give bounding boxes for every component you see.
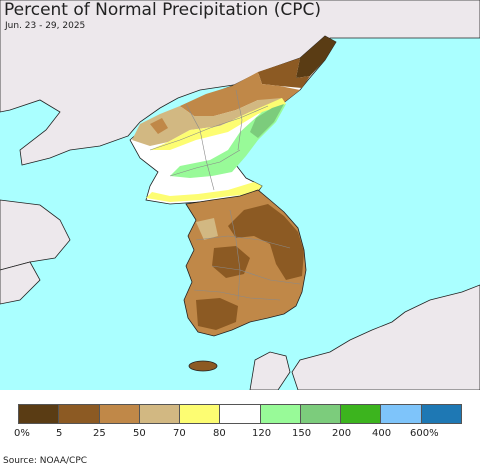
sk-light-patch	[196, 218, 218, 240]
date-range: Jun. 23 - 29, 2025	[5, 21, 86, 31]
east-darkgreen	[250, 104, 284, 138]
legend-swatch-25-50	[99, 405, 140, 423]
legend-swatch-0-5	[19, 405, 60, 423]
legend-labels: 0% 5 25 50 70 80 120 150 200 400 600%	[0, 428, 480, 442]
legend-swatch-200-400	[341, 405, 382, 423]
source-credit: Source: NOAA/CPC	[3, 456, 88, 466]
page-title: Percent of Normal Precipitation (CPC)	[4, 0, 321, 20]
legend-swatch-400-600	[381, 405, 422, 423]
japan-land	[291, 284, 480, 390]
jeju-island	[188, 360, 218, 372]
legend-label: 0%	[14, 428, 30, 439]
north-tan	[180, 72, 300, 116]
sk-east-brown	[228, 204, 304, 280]
north-beige	[132, 98, 282, 146]
west-tan-patch	[150, 118, 168, 134]
legend-label: 70	[173, 428, 186, 439]
nk-south-yellow	[146, 182, 262, 202]
legend-label: 600%	[410, 428, 439, 439]
province-boundaries	[149, 89, 301, 301]
ne-dark	[296, 36, 336, 78]
north-yellow	[150, 98, 286, 150]
color-legend	[18, 404, 462, 424]
legend-label: 150	[292, 428, 312, 439]
legend-label: 400	[372, 428, 392, 439]
sk-south-brown	[196, 298, 238, 330]
precipitation-map	[0, 0, 480, 390]
japan-kyushu	[249, 351, 291, 390]
jiangsu-coast	[0, 261, 41, 305]
legend-label: 80	[213, 428, 226, 439]
legend-swatch-150-200	[300, 405, 342, 423]
legend-swatch-600-plus	[421, 405, 461, 423]
legend-label: 120	[252, 428, 272, 439]
legend-label: 50	[133, 428, 146, 439]
legend-swatch-50-70	[139, 405, 181, 423]
north-brown	[258, 58, 310, 88]
legend-label: 5	[56, 428, 63, 439]
legend-swatch-70-80	[180, 405, 221, 423]
legend-swatch-5-25	[59, 405, 100, 423]
legend-label: 25	[93, 428, 106, 439]
legend-swatch-80-120	[220, 405, 261, 423]
legend-label: 200	[332, 428, 352, 439]
legend-swatch-120-150	[260, 405, 301, 423]
